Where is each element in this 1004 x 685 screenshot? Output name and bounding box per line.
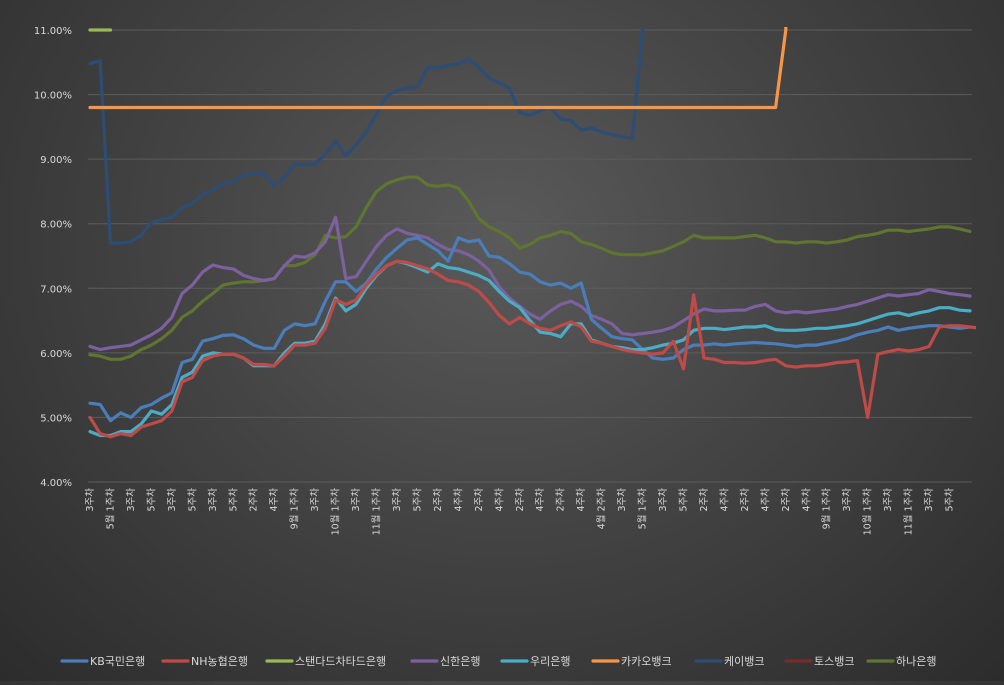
y-tick-label: 4.00% xyxy=(40,478,72,489)
x-axis-ticks: 3주차 5월 1주차 3주차 5주차 3주차 5주차 3주차 5주차 2주차 4주차 9월 1주차 3… xyxy=(84,488,956,536)
series-line-3 xyxy=(88,215,972,352)
x-tick-label: 3주차 xyxy=(84,488,96,512)
x-tick-label: 10월 1주차 xyxy=(862,488,874,536)
x-tick-label: 2주차 xyxy=(432,488,444,512)
x-tick-label: 5주차 xyxy=(677,488,689,512)
x-tick-label: 5주차 xyxy=(227,488,239,512)
x-tick-label: 3주차 xyxy=(166,488,178,512)
x-tick-label: 4주차 xyxy=(493,488,505,512)
x-tick-label: 5주차 xyxy=(411,488,423,512)
y-tick-label: 5.00% xyxy=(40,413,72,424)
x-tick-label: 2주차 xyxy=(473,488,485,512)
y-tick-label: 11.00% xyxy=(34,26,72,37)
series-line-5 xyxy=(88,27,788,110)
x-tick-label: 4주차 xyxy=(452,488,464,512)
legend-label: 하나은행 xyxy=(896,654,936,668)
x-tick-label: 2주차 xyxy=(555,488,567,512)
y-tick-label: 10.00% xyxy=(34,91,72,102)
x-tick-label: 2주차 xyxy=(739,488,751,512)
x-tick-label: 3주차 xyxy=(207,488,219,512)
legend-label: 토스뱅크 xyxy=(814,655,854,668)
series-line-1 xyxy=(88,259,976,439)
legend-label: NH농협은행 xyxy=(191,655,248,668)
x-tick-label: 3주차 xyxy=(882,488,894,512)
x-tick-label: 3주차 xyxy=(923,488,935,512)
x-tick-label: 5월 1주차 xyxy=(104,488,116,530)
x-tick-label: 4주차 xyxy=(718,488,730,512)
series-line-8 xyxy=(88,175,972,361)
x-tick-label: 5주차 xyxy=(145,488,157,512)
x-tick-label: 4월 2주차 xyxy=(596,488,608,530)
x-tick-label: 4주차 xyxy=(800,488,812,512)
x-tick-label: 3주차 xyxy=(391,488,403,512)
x-tick-label: 10월 1주차 xyxy=(330,488,342,536)
x-tick-label: 3주차 xyxy=(841,488,853,512)
plot-area xyxy=(88,27,976,439)
legend-label: 카카오뱅크 xyxy=(621,655,672,668)
y-tick-label: 6.00% xyxy=(40,349,72,360)
x-tick-label: 9월 1주차 xyxy=(821,488,833,530)
x-tick-label: 11월 1주차 xyxy=(371,488,383,536)
y-axis-ticks: 4.00% 5.00% 6.00% 7.00% 8.00% 9.00% 10.00% 11.0… xyxy=(34,26,72,489)
x-tick-label: 2주차 xyxy=(248,488,260,512)
x-tick-label: 4주차 xyxy=(534,488,546,512)
gridlines xyxy=(88,29,972,483)
x-tick-label: 4주차 xyxy=(759,488,771,512)
x-tick-label: 3주차 xyxy=(616,488,628,512)
x-tick-label: 9월 1주차 xyxy=(289,488,301,530)
legend-label: 케이뱅크 xyxy=(724,655,764,668)
x-tick-label: 2주차 xyxy=(780,488,792,512)
x-tick-label: 2주차 xyxy=(514,488,526,512)
x-tick-label: 3주차 xyxy=(125,488,137,512)
x-tick-label: 5주차 xyxy=(186,488,198,512)
x-tick-label: 4주차 xyxy=(575,488,587,512)
y-tick-label: 9.00% xyxy=(40,155,72,166)
x-tick-label: 5월 1주차 xyxy=(637,488,649,530)
x-tick-label: 3주차 xyxy=(657,488,669,512)
legend-label: 스탠다드차타드은행 xyxy=(295,655,386,668)
x-tick-label: 2주차 xyxy=(698,488,710,512)
x-tick-label: 3주차 xyxy=(350,488,362,512)
x-tick-label: 4주차 xyxy=(268,488,280,512)
y-tick-label: 7.00% xyxy=(40,284,72,295)
series-line-6 xyxy=(88,27,645,245)
legend-label: 신한은행 xyxy=(440,655,480,668)
x-tick-label: 11월 1주차 xyxy=(903,488,915,536)
x-tick-label: 3주차 xyxy=(309,488,321,512)
series-line-0 xyxy=(88,236,972,423)
y-tick-label: 8.00% xyxy=(40,220,72,231)
legend-label: KB국민은행 xyxy=(90,655,145,668)
x-tick-label: 5주차 xyxy=(944,488,956,512)
legend-label: 우리은행 xyxy=(530,655,570,668)
legend: KB국민은행 NH농협은행 스탠다드차타드은행 신한은행 우리은행 카카오뱅크 케이뱅크 토스… xyxy=(60,654,936,668)
